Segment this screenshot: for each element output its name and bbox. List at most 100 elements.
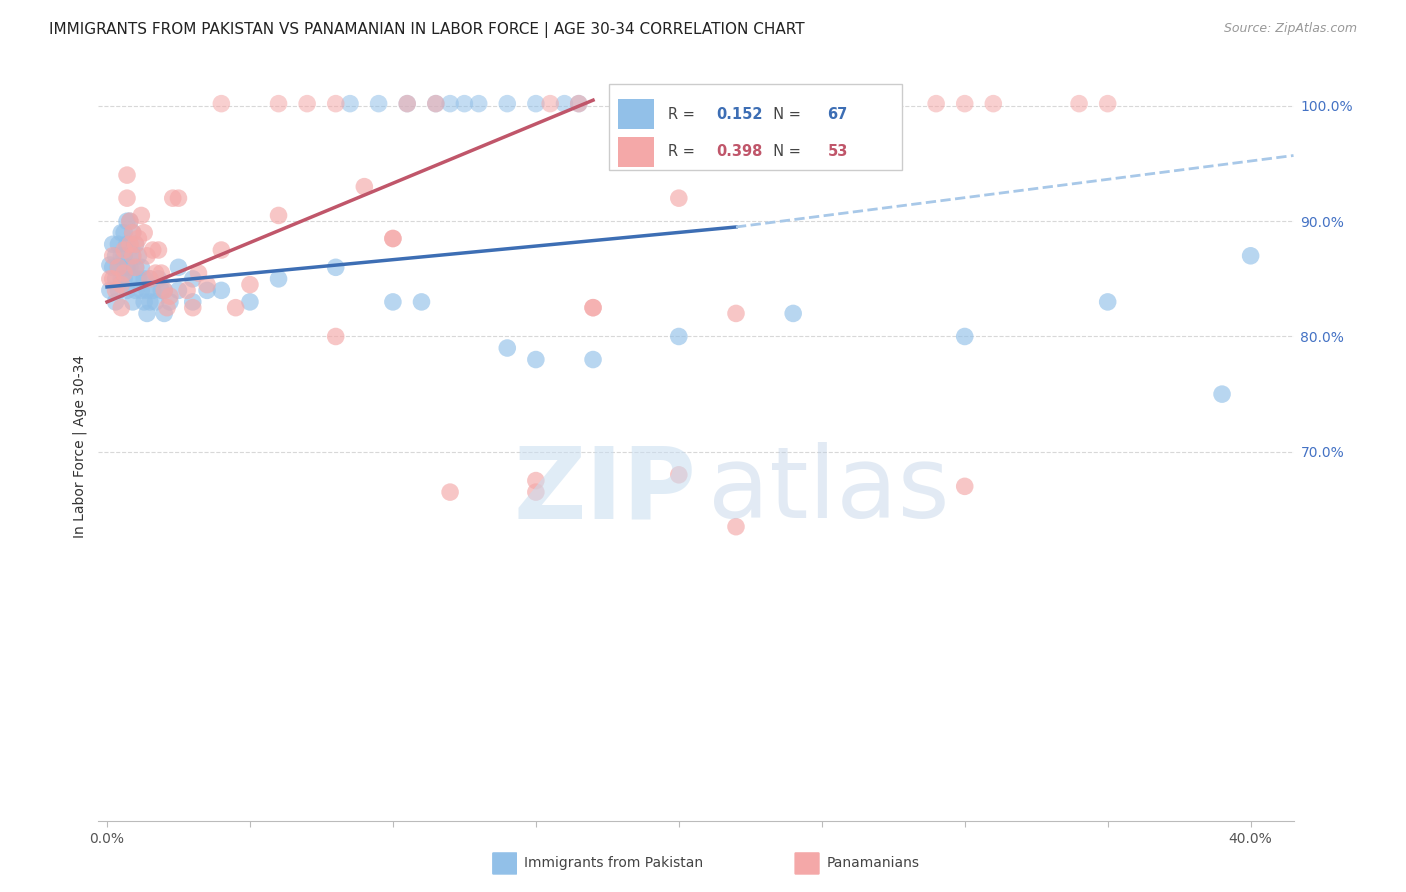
Point xyxy=(118,260,141,275)
Point xyxy=(668,191,690,205)
Point xyxy=(724,519,747,533)
Point xyxy=(121,294,143,309)
Point xyxy=(104,249,127,263)
Text: N =: N = xyxy=(763,106,806,121)
Point xyxy=(110,226,132,240)
Point xyxy=(524,96,547,111)
Point xyxy=(181,272,204,286)
Point xyxy=(524,485,547,500)
Point xyxy=(159,294,181,309)
Point xyxy=(124,260,146,275)
Point xyxy=(209,284,232,298)
Text: Immigrants from Pakistan: Immigrants from Pakistan xyxy=(524,856,703,871)
Point xyxy=(553,96,575,111)
Point xyxy=(339,96,361,111)
Point xyxy=(115,284,138,298)
Point xyxy=(156,301,179,315)
Text: N =: N = xyxy=(763,144,806,159)
Point xyxy=(295,96,318,111)
Point xyxy=(153,284,176,298)
Point xyxy=(112,243,135,257)
Point xyxy=(136,306,159,320)
Point xyxy=(139,294,162,309)
FancyBboxPatch shape xyxy=(609,84,901,170)
Text: ZIP: ZIP xyxy=(513,442,696,540)
Point xyxy=(810,96,832,111)
Point xyxy=(136,249,159,263)
Point xyxy=(496,96,519,111)
Point xyxy=(396,96,419,111)
Point xyxy=(467,96,489,111)
Text: atlas: atlas xyxy=(709,442,949,540)
Point xyxy=(167,191,190,205)
Point xyxy=(367,96,389,111)
Point xyxy=(668,329,690,343)
Point xyxy=(107,260,129,275)
Point xyxy=(148,272,170,286)
Point xyxy=(381,294,404,309)
Point xyxy=(839,96,862,111)
Point xyxy=(239,294,262,309)
Point xyxy=(131,284,153,298)
Point xyxy=(582,301,605,315)
Point xyxy=(524,474,547,488)
Point xyxy=(353,179,375,194)
Point xyxy=(139,272,162,286)
Point xyxy=(150,266,173,280)
Point xyxy=(181,301,204,315)
Point xyxy=(325,96,347,111)
Point xyxy=(724,306,747,320)
FancyBboxPatch shape xyxy=(619,99,654,129)
Point xyxy=(110,249,132,263)
Point xyxy=(121,249,143,263)
Point xyxy=(115,191,138,205)
Point xyxy=(145,294,167,309)
Point xyxy=(1097,294,1119,309)
Point xyxy=(682,96,704,111)
Point xyxy=(195,284,218,298)
Point xyxy=(124,260,146,275)
Point xyxy=(115,237,138,252)
Point xyxy=(1211,387,1233,401)
Y-axis label: In Labor Force | Age 30-34: In Labor Force | Age 30-34 xyxy=(73,354,87,538)
Text: 0.152: 0.152 xyxy=(716,106,763,121)
Text: 53: 53 xyxy=(827,144,848,159)
FancyBboxPatch shape xyxy=(794,852,820,875)
Point xyxy=(107,284,129,298)
Point xyxy=(101,237,124,252)
Point xyxy=(267,209,290,223)
Point xyxy=(150,284,173,298)
Point xyxy=(267,272,290,286)
Point xyxy=(110,277,132,292)
Point xyxy=(981,96,1004,111)
Point xyxy=(453,96,475,111)
Point xyxy=(118,237,141,252)
Point xyxy=(112,226,135,240)
Point xyxy=(134,294,156,309)
Point xyxy=(411,294,433,309)
Point xyxy=(524,352,547,367)
Point xyxy=(1067,96,1090,111)
Point xyxy=(225,301,247,315)
Point xyxy=(104,284,127,298)
Point xyxy=(98,272,121,286)
Point xyxy=(110,272,132,286)
Point xyxy=(107,237,129,252)
Point xyxy=(104,272,127,286)
Point xyxy=(145,266,167,280)
Point xyxy=(107,260,129,275)
Point xyxy=(112,272,135,286)
Point xyxy=(124,284,146,298)
Point xyxy=(582,352,605,367)
Point xyxy=(439,96,461,111)
Text: Source: ZipAtlas.com: Source: ZipAtlas.com xyxy=(1223,22,1357,36)
Point xyxy=(1239,249,1261,263)
Point xyxy=(1097,96,1119,111)
Text: 0.398: 0.398 xyxy=(716,144,762,159)
Point xyxy=(142,243,165,257)
Point xyxy=(209,243,232,257)
Point xyxy=(568,96,591,111)
Point xyxy=(98,284,121,298)
Point xyxy=(98,258,121,272)
Point xyxy=(696,96,718,111)
